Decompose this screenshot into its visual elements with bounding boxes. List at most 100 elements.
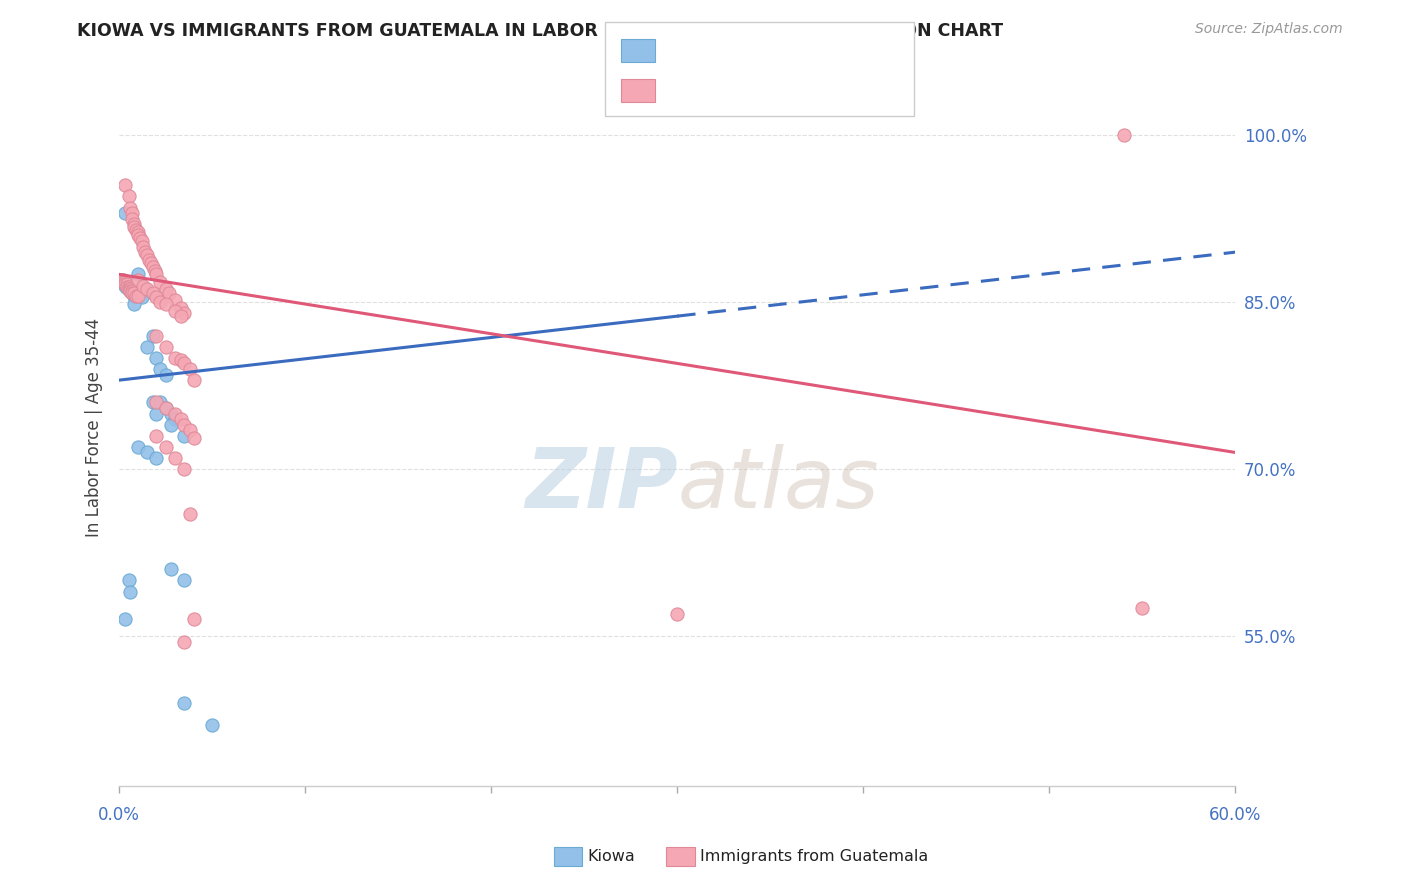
Point: [121, 286, 143, 301]
Point: [117, 281, 139, 295]
Point: [127, 228, 149, 243]
Point: [165, 450, 187, 465]
Text: Kiowa: Kiowa: [588, 849, 636, 863]
Point: [115, 281, 138, 295]
Point: [132, 278, 155, 293]
Point: [121, 284, 143, 298]
Point: [169, 309, 191, 323]
Point: [173, 356, 195, 370]
Point: [173, 634, 195, 648]
Point: [155, 297, 177, 311]
Point: [173, 696, 195, 710]
Point: [114, 612, 136, 626]
Y-axis label: In Labor Force | Age 35-44: In Labor Force | Age 35-44: [86, 318, 103, 537]
Point: [173, 462, 195, 476]
Point: [145, 450, 167, 465]
Point: [120, 201, 142, 215]
Point: [136, 340, 159, 354]
Point: [127, 225, 149, 239]
Point: [159, 286, 181, 301]
Point: [115, 277, 138, 292]
Point: [131, 234, 153, 248]
Point: [131, 290, 153, 304]
Point: [128, 230, 150, 244]
Point: [149, 362, 172, 376]
Point: [1112, 128, 1135, 143]
Point: [114, 278, 136, 293]
Point: [160, 407, 183, 421]
Point: [143, 264, 166, 278]
Point: [145, 351, 167, 365]
Point: [120, 584, 142, 599]
Text: R =: R =: [662, 81, 702, 99]
Point: [149, 395, 172, 409]
Point: [136, 445, 159, 459]
Point: [149, 275, 172, 289]
Point: [136, 248, 159, 262]
Text: 70: 70: [824, 81, 851, 100]
Point: [120, 282, 142, 296]
Point: [155, 401, 177, 415]
Point: [114, 275, 136, 289]
Point: [179, 362, 201, 376]
Point: [145, 429, 167, 443]
Text: atlas: atlas: [678, 444, 879, 525]
Point: [127, 288, 149, 302]
Point: [136, 284, 159, 298]
Point: [127, 268, 149, 282]
Text: N =: N =: [778, 81, 830, 99]
Point: [165, 407, 187, 421]
Point: [183, 373, 205, 387]
Point: [117, 574, 139, 588]
Point: [169, 412, 191, 426]
Point: [142, 395, 165, 409]
Point: [111, 273, 134, 287]
Point: [169, 301, 191, 315]
Point: [132, 239, 155, 253]
Point: [155, 340, 177, 354]
Point: [127, 440, 149, 454]
Point: [136, 282, 159, 296]
Point: [155, 368, 177, 382]
Text: 41: 41: [810, 41, 837, 60]
Text: KIOWA VS IMMIGRANTS FROM GUATEMALA IN LABOR FORCE | AGE 35-44 CORRELATION CHART: KIOWA VS IMMIGRANTS FROM GUATEMALA IN LA…: [77, 22, 1004, 40]
Point: [114, 277, 136, 292]
Text: ZIP: ZIP: [524, 444, 678, 525]
Point: [122, 297, 145, 311]
Point: [165, 293, 187, 307]
Point: [120, 284, 142, 298]
Text: 0.0%: 0.0%: [98, 806, 141, 824]
Point: [145, 268, 167, 282]
Point: [666, 607, 689, 621]
Point: [138, 252, 160, 267]
Point: [173, 417, 195, 432]
Point: [142, 286, 165, 301]
Point: [201, 718, 224, 732]
Point: [134, 245, 156, 260]
Point: [169, 353, 191, 368]
Point: [142, 260, 165, 274]
Point: [117, 282, 139, 296]
Point: [122, 288, 145, 302]
Point: [114, 206, 136, 220]
Point: [125, 288, 148, 302]
Point: [160, 562, 183, 576]
Point: [110, 273, 132, 287]
Text: 0.115: 0.115: [704, 41, 766, 60]
Text: Immigrants from Guatemala: Immigrants from Guatemala: [700, 849, 928, 863]
Point: [173, 574, 195, 588]
Point: [173, 306, 195, 320]
Point: [139, 256, 162, 270]
Text: 60.0%: 60.0%: [1209, 806, 1261, 824]
Point: [122, 286, 145, 301]
Point: [179, 507, 201, 521]
Point: [115, 279, 138, 293]
Text: R =: R =: [662, 42, 702, 60]
Point: [121, 284, 143, 298]
Point: [1130, 601, 1153, 615]
Point: [121, 206, 143, 220]
Point: [125, 288, 148, 302]
Point: [121, 286, 143, 301]
Point: [122, 219, 145, 234]
Point: [183, 612, 205, 626]
